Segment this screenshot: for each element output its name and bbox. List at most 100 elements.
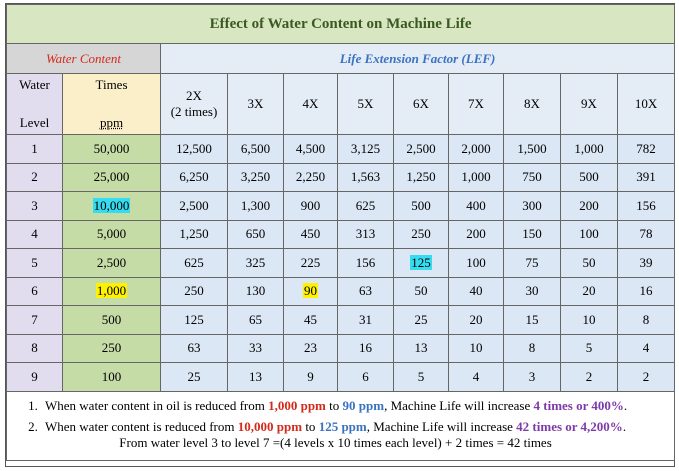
lef-value-cell: 30	[503, 276, 561, 306]
note-text-part: 42 times or 4,200%	[516, 418, 623, 434]
lef-value-cell: 2	[560, 362, 618, 392]
lef-document: Effect of Water Content on Machine Life …	[5, 3, 676, 467]
times-ppm-header: Times ppm	[62, 73, 161, 135]
lef-value: 4	[642, 340, 650, 356]
lef-value-cell: 200	[448, 219, 504, 249]
factor-header-6x: 6X	[393, 73, 449, 135]
lef-value: 12,500	[176, 140, 212, 156]
lef-table: Effect of Water Content on Machine Life …	[5, 4, 676, 461]
lef-value: 325	[245, 254, 266, 270]
lef-value: 100	[466, 254, 486, 270]
note-number: 1.	[28, 397, 38, 413]
lef-value-cell: 500	[393, 191, 449, 221]
lef-value: 10	[469, 340, 483, 356]
water-content-header: Water Content	[6, 43, 161, 74]
lef-value: 9	[307, 368, 314, 384]
lef-value: 63	[187, 340, 201, 356]
lef-value: 313	[355, 226, 376, 242]
water-level-cell: 6	[6, 276, 63, 306]
lef-value-cell: 313	[337, 219, 394, 249]
lef-value: 130	[245, 283, 266, 299]
lef-value: 750	[522, 169, 542, 185]
ppm-value: 1,000	[95, 283, 128, 299]
lef-value-cell: 13	[393, 333, 449, 363]
note-text-part: to	[302, 418, 319, 434]
table-row: 2 25,000 6,250 3,250 2,250 1,563 1,250 1,000 750…	[6, 162, 676, 192]
lef-value-cell: 3,250	[227, 162, 284, 192]
lef-value-cell: 8	[503, 333, 561, 363]
lef-value: 33	[249, 340, 262, 356]
lef-value-cell: 625	[160, 248, 228, 278]
lef-value-cell: 1,000	[448, 162, 504, 192]
lef-value: 13	[414, 340, 428, 356]
lef-value: 1,250	[179, 226, 209, 242]
lef-value: 65	[249, 311, 262, 327]
ppm-cell: 1,000	[62, 276, 161, 306]
lef-value-cell: 900	[283, 191, 338, 221]
lef-value-cell: 3	[503, 362, 561, 392]
lef-value: 6	[362, 368, 369, 384]
lef-value: 63	[359, 283, 372, 299]
lef-value-cell: 325	[227, 248, 284, 278]
note-text: When water content is reduced from 10,00…	[45, 419, 626, 451]
factor-header-3x: 3X	[227, 73, 284, 135]
ppm-cell: 100	[62, 362, 161, 392]
lef-value-cell: 1,000	[560, 134, 618, 164]
factor-header-label: 4X	[302, 96, 319, 111]
lef-value-cell: 16	[337, 333, 394, 363]
lef-value: 200	[579, 197, 599, 213]
lef-value-cell: 16	[616, 276, 676, 306]
lef-value: 250	[184, 283, 204, 299]
lef-value: 31	[359, 311, 372, 327]
water-level-cell: 3	[6, 191, 63, 221]
lef-value: 90	[303, 283, 318, 299]
lef-value-cell: 25	[393, 305, 449, 335]
lef-value-cell: 300	[503, 191, 561, 221]
water-level-cell: 7	[6, 305, 63, 335]
factor-header-8x: 8X	[503, 73, 561, 135]
lef-value: 3	[528, 368, 536, 384]
lef-value-cell: 1,250	[160, 219, 228, 249]
note-text-part: 4 times or 400%	[533, 397, 624, 413]
factor-header-label: 2X	[186, 88, 202, 103]
table-row: 1 50,000 12,500 6,500 4,500 3,125 2,500 2,000 1,…	[6, 134, 676, 164]
lef-value-cell: 10	[448, 333, 504, 363]
lef-value-cell: 5	[393, 362, 449, 392]
lef-value: 650	[245, 226, 266, 242]
lef-value: 500	[579, 169, 599, 185]
ppm-cell: 250	[62, 333, 161, 363]
water-level-cell: 8	[6, 333, 63, 363]
note-text-part: 90 ppm	[342, 397, 385, 413]
lef-value-cell: 225	[283, 248, 338, 278]
lef-value-cell: 31	[337, 305, 394, 335]
table-row: 6 1,000 250 130 90 63 50 40 30 20 16	[6, 276, 676, 306]
table-row: 5 2,500 625 325 225 156 125 100 75 50 39	[6, 248, 676, 278]
lef-value-cell: 150	[503, 219, 561, 249]
ppm-cell: 10,000	[62, 191, 161, 221]
lef-value: 782	[636, 140, 656, 156]
factor-header-label: 7X	[468, 96, 484, 111]
note-item: 2. When water content is reduced from 10,…	[21, 419, 668, 451]
lef-value: 300	[522, 197, 542, 213]
note-item: 1. When water content in oil is reduced f…	[21, 398, 668, 414]
lef-value: 225	[300, 254, 321, 270]
note-number: 2.	[28, 418, 38, 434]
factor-header-10x: 10X	[616, 73, 676, 135]
times-header: Times	[95, 77, 128, 92]
lef-value-cell: 200	[560, 191, 618, 221]
lef-value-cell: 1,500	[503, 134, 561, 164]
lef-value: 1,563	[350, 169, 381, 185]
water-level-header-line2: Level	[19, 115, 50, 130]
lef-value: 25	[414, 311, 428, 327]
lef-value: 2	[642, 368, 650, 384]
ppm-value: 50,000	[93, 140, 130, 156]
lef-value-cell: 2,500	[160, 191, 228, 221]
water-level-cell: 4	[6, 219, 63, 249]
lef-value-cell: 500	[560, 162, 618, 192]
note-text-part: , Machine Life will increase	[366, 418, 517, 434]
ppm-cell: 500	[62, 305, 161, 335]
lef-value-cell: 3,125	[337, 134, 394, 164]
lef-value-cell: 13	[227, 362, 284, 392]
lef-value-cell: 2,500	[393, 134, 449, 164]
lef-value: 50	[582, 254, 596, 270]
